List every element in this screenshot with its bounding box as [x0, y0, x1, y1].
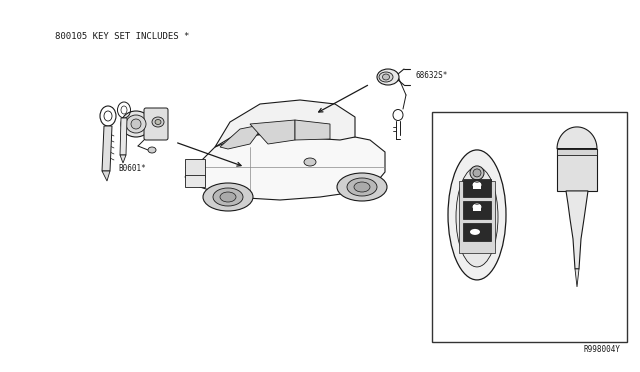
Ellipse shape [304, 158, 316, 166]
Text: FOR INTELLIGENCE KEY: FOR INTELLIGENCE KEY [487, 323, 572, 329]
Polygon shape [120, 155, 126, 163]
Ellipse shape [377, 69, 399, 85]
Ellipse shape [203, 183, 253, 211]
Ellipse shape [155, 119, 161, 125]
Bar [185, 175, 205, 187]
Bar [185, 159, 205, 177]
Polygon shape [102, 126, 112, 171]
Ellipse shape [354, 182, 370, 192]
Ellipse shape [220, 192, 236, 202]
Polygon shape [566, 191, 588, 269]
Bar [473, 183, 481, 189]
Polygon shape [295, 120, 330, 140]
FancyBboxPatch shape [144, 108, 168, 140]
Text: 68632S*: 68632S* [416, 71, 449, 80]
Bar [557, 149, 597, 191]
Ellipse shape [337, 173, 387, 201]
Polygon shape [215, 100, 355, 147]
Polygon shape [120, 118, 127, 155]
Ellipse shape [131, 119, 141, 129]
Text: B0601*: B0601* [118, 164, 146, 173]
Ellipse shape [347, 178, 377, 196]
Text: SEC. 253: SEC. 253 [450, 118, 484, 124]
Ellipse shape [126, 115, 146, 133]
Polygon shape [250, 120, 295, 144]
Bar [557, 149, 597, 155]
Ellipse shape [121, 111, 151, 137]
Polygon shape [557, 127, 597, 149]
Ellipse shape [456, 167, 498, 267]
Polygon shape [220, 124, 265, 149]
Polygon shape [102, 171, 110, 181]
Bar [473, 205, 481, 211]
Ellipse shape [383, 74, 390, 80]
Ellipse shape [473, 169, 481, 177]
Bar [463, 223, 491, 241]
Ellipse shape [379, 72, 393, 82]
Text: 800105 KEY SET INCLUDES *: 800105 KEY SET INCLUDES * [55, 32, 189, 41]
Text: R998004Y: R998004Y [583, 345, 620, 354]
Polygon shape [575, 269, 579, 287]
Bar [432, 112, 627, 342]
Ellipse shape [152, 117, 164, 127]
Bar [459, 181, 495, 253]
Ellipse shape [470, 166, 484, 180]
Ellipse shape [448, 150, 506, 280]
Polygon shape [185, 132, 385, 200]
Text: B0600N: B0600N [544, 118, 570, 124]
Text: (2B5E3): (2B5E3) [452, 129, 482, 135]
Ellipse shape [148, 147, 156, 153]
Ellipse shape [213, 188, 243, 206]
Ellipse shape [470, 229, 480, 235]
Bar [463, 201, 491, 219]
Bar [463, 179, 491, 197]
